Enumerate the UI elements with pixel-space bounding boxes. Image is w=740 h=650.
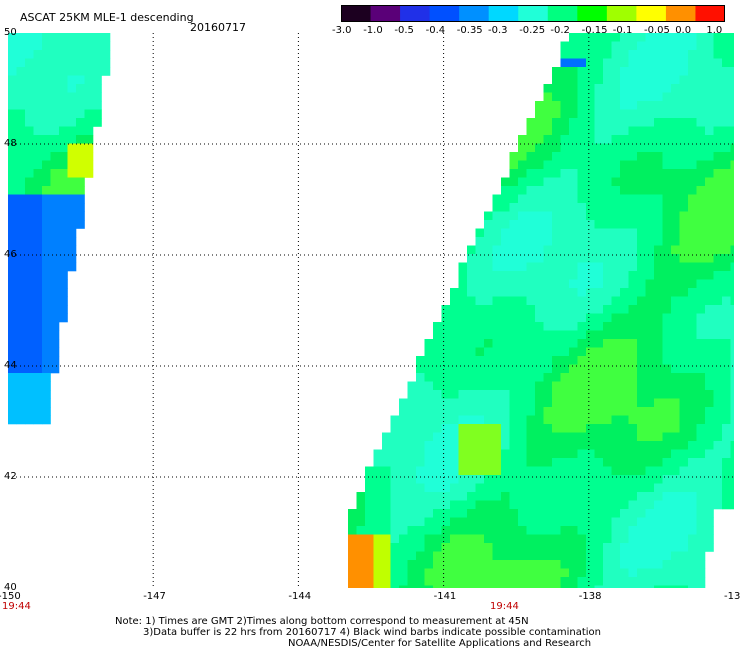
longitude-label: -138 — [578, 591, 602, 602]
note-line-2: 3)Data buffer is 22 hrs from 20160717 4)… — [143, 627, 601, 638]
color-scale-swatch — [400, 5, 431, 22]
color-scale-swatch — [547, 5, 578, 22]
color-scale-swatch — [636, 5, 667, 22]
latitude-label: 42 — [4, 471, 17, 482]
color-scale-label: -0.25 — [519, 25, 546, 36]
latitude-label: 46 — [4, 249, 17, 260]
note-line-3: NOAA/NESDIS/Center for Satellite Applica… — [288, 638, 592, 649]
map-title: ASCAT 25KM MLE-1 descending — [20, 11, 194, 24]
note-line-1: Note: 1) Times are GMT 2)Times along bot… — [115, 616, 529, 627]
map-date: 20160717 — [190, 21, 246, 34]
time-label-right: 19:44 — [490, 601, 519, 612]
map-plot — [8, 33, 734, 588]
color-scale-label: -0.05 — [644, 25, 670, 36]
color-scale-label: -1.0 — [363, 25, 383, 36]
color-scale-swatch — [695, 5, 725, 22]
color-scale-label: -0.35 — [456, 25, 483, 36]
color-scale-label: 1.0 — [706, 25, 723, 36]
color-scale-label: -0.2 — [550, 25, 570, 36]
color-scale-label: -0.3 — [488, 25, 508, 36]
color-scale-swatch — [459, 5, 490, 22]
latitude-label: 48 — [4, 138, 17, 149]
color-scale-swatch — [518, 5, 549, 22]
color-scale-swatch — [341, 5, 372, 22]
longitude-label: -135 — [724, 591, 740, 602]
color-scale-label: -0.5 — [394, 25, 414, 36]
color-scale-swatch — [488, 5, 519, 22]
color-scale-bar — [341, 5, 725, 22]
color-scale-swatch — [370, 5, 401, 22]
color-scale-swatch — [665, 5, 696, 22]
latitude-label: 50 — [4, 27, 17, 38]
color-scale-label: -3.0 — [332, 25, 352, 36]
color-scale-label: -0.4 — [425, 25, 446, 36]
color-scale-swatch — [577, 5, 608, 22]
color-scale-label: -0.1 — [612, 25, 633, 36]
color-scale-label: -0.15 — [581, 25, 608, 36]
longitude-label: -141 — [433, 591, 457, 602]
latitude-label: 40 — [4, 582, 17, 593]
latitude-label: 44 — [4, 360, 17, 371]
longitude-label: -147 — [143, 591, 166, 602]
longitude-label: -150 — [0, 591, 21, 602]
time-label-left: 19:44 — [2, 601, 31, 612]
longitude-label: -144 — [288, 591, 312, 602]
color-scale-label: 0.0 — [675, 25, 692, 36]
color-scale-swatch — [606, 5, 637, 22]
color-scale-swatch — [429, 5, 460, 22]
